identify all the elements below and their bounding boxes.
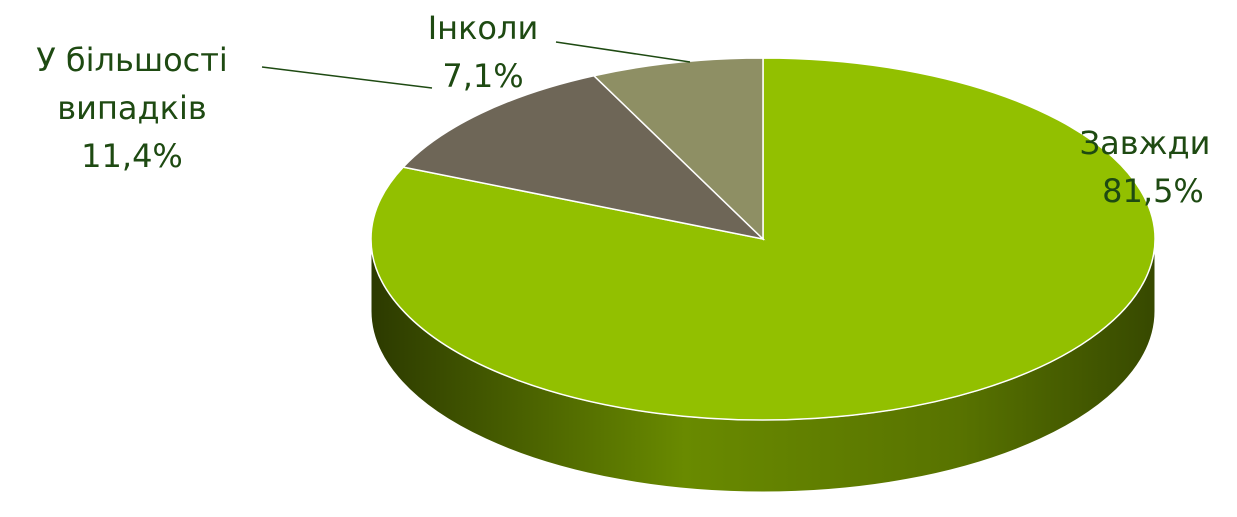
value-label: 81,5% xyxy=(1102,172,1204,210)
value-label: 11,4% xyxy=(81,137,183,175)
pie-slice xyxy=(401,74,766,241)
leader-line xyxy=(555,41,691,63)
leader-line xyxy=(261,66,433,89)
category-label: Інколи xyxy=(428,9,539,47)
value-label: 7,1% xyxy=(442,57,523,95)
category-label: Завжди xyxy=(1080,124,1211,162)
category-label: У більшості випадків xyxy=(36,41,228,127)
pie-slice xyxy=(592,57,764,241)
